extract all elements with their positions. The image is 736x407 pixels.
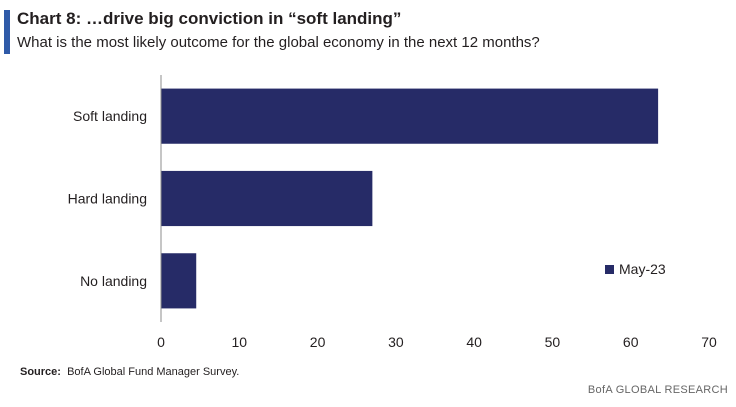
legend-label: May-23 bbox=[619, 261, 666, 277]
x-tick-label: 40 bbox=[466, 334, 482, 350]
source-text: BofA Global Fund Manager Survey. bbox=[67, 366, 240, 378]
bar-no-landing bbox=[161, 253, 197, 309]
x-tick-label: 70 bbox=[701, 334, 717, 350]
legend-swatch bbox=[605, 265, 614, 274]
bar-hard-landing bbox=[161, 170, 373, 227]
x-axis-tick-labels: 0 10 20 30 40 50 60 70 bbox=[157, 334, 717, 350]
x-tick-label: 60 bbox=[623, 334, 639, 350]
bars-group bbox=[161, 88, 659, 309]
x-tick-label: 0 bbox=[157, 334, 165, 350]
category-label: Hard landing bbox=[68, 191, 147, 207]
legend: May-23 bbox=[605, 261, 666, 277]
source-label: Source: bbox=[20, 366, 61, 378]
source-note: Source: BofA Global Fund Manager Survey. bbox=[20, 366, 239, 378]
category-label: No landing bbox=[80, 273, 147, 289]
title-accent-bar bbox=[4, 10, 10, 54]
category-label: Soft landing bbox=[73, 108, 147, 124]
x-tick-label: 50 bbox=[545, 334, 561, 350]
chart-title: Chart 8: …drive big conviction in “soft … bbox=[17, 9, 402, 28]
bar-soft-landing bbox=[161, 88, 659, 144]
x-tick-label: 30 bbox=[388, 334, 404, 350]
brand-label: BofA GLOBAL RESEARCH bbox=[587, 384, 728, 396]
chart-subtitle: What is the most likely outcome for the … bbox=[17, 34, 540, 51]
x-tick-label: 10 bbox=[231, 334, 247, 350]
category-labels: Soft landing Hard landing No landing bbox=[68, 108, 147, 289]
x-tick-label: 20 bbox=[310, 334, 326, 350]
